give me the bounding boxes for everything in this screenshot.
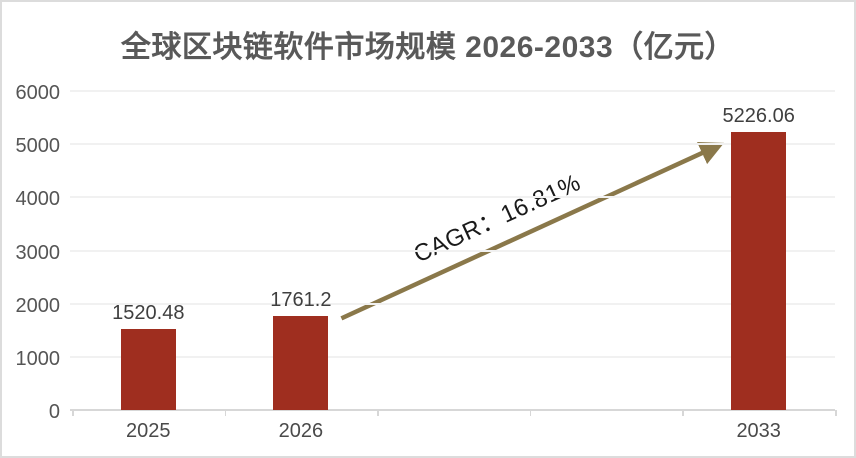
bar-value-label: 5226.06: [722, 105, 795, 128]
x-axis-line: [70, 409, 835, 411]
bar-2026: [273, 316, 329, 410]
x-axis-tick: [72, 410, 74, 416]
y-gridline: [70, 249, 835, 252]
y-axis-tick-label: 6000: [15, 82, 61, 104]
y-axis-tick-label: 3000: [15, 241, 61, 264]
y-axis-tick-label: 4000: [15, 188, 61, 211]
bar-2025: [120, 329, 176, 410]
y-axis-tick-label: 5000: [15, 135, 61, 158]
y-gridline: [70, 355, 835, 358]
y-axis-tick-label: 2000: [15, 294, 61, 317]
y-gridline: [70, 143, 835, 146]
x-axis-category-label: 2025: [126, 420, 171, 442]
y-axis-tick-label: 0: [48, 401, 60, 423]
x-axis-tick: [835, 410, 837, 416]
x-axis-tick: [682, 410, 684, 416]
y-gridline: [70, 196, 835, 199]
y-gridline: [70, 90, 835, 92]
x-axis-tick: [377, 410, 379, 416]
x-axis-category-label: 2026: [278, 420, 324, 442]
bar-2033: [731, 132, 787, 410]
bar-value-label: 1761.2: [270, 289, 332, 312]
bar-value-label: 1520.48: [112, 302, 185, 325]
y-gridline: [70, 302, 835, 305]
x-axis-tick: [529, 410, 532, 416]
y-axis-tick-label: 1000: [15, 347, 61, 370]
x-axis-category-label: 2033: [736, 420, 781, 442]
cagr-annotation: CAGR：16.81%: [409, 169, 585, 269]
x-axis-tick: [224, 410, 227, 416]
arrow-line: [340, 141, 725, 321]
chart-title: 全球区块链软件市场规模 2026-2033（亿元）: [120, 31, 736, 64]
